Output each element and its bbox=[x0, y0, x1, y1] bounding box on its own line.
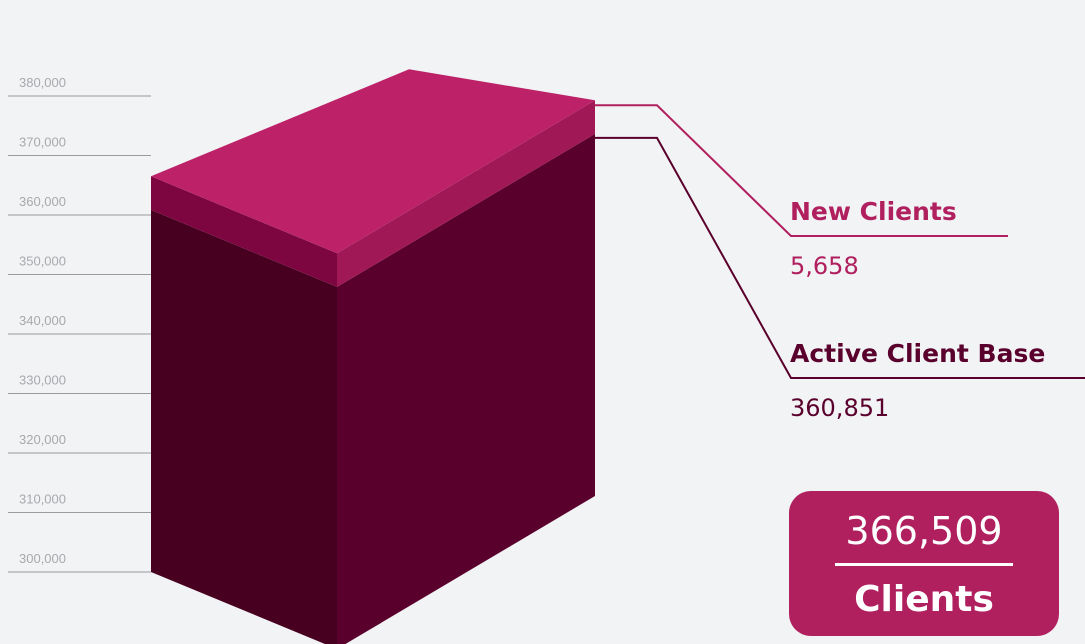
y-tick-label: 370,000 bbox=[19, 135, 66, 150]
series-labels: New Clients 5,658 Active Client Base 360… bbox=[595, 104, 1085, 422]
new-clients-value: 5,658 bbox=[790, 252, 859, 280]
new-clients-right-face bbox=[337, 100, 595, 287]
new-clients-left-face bbox=[151, 176, 337, 287]
total-clients-value: 366,509 bbox=[845, 509, 1003, 553]
new-clients-leader-line bbox=[595, 104, 1008, 237]
y-axis: 300,000 310,000 320,000 330,000 340,000 350,0… bbox=[8, 75, 151, 573]
new-clients-top-face bbox=[151, 69, 595, 254]
y-tick-label: 300,000 bbox=[19, 551, 66, 566]
active-client-base-left-face bbox=[151, 209, 337, 644]
active-client-base-value: 360,851 bbox=[790, 394, 889, 422]
total-clients-unit: Clients bbox=[854, 579, 994, 620]
y-tick-label: 360,000 bbox=[19, 194, 66, 209]
y-tick-label: 320,000 bbox=[19, 432, 66, 447]
y-tick-label: 330,000 bbox=[19, 373, 66, 388]
total-divider bbox=[835, 563, 1013, 566]
new-clients-label: New Clients bbox=[790, 197, 957, 226]
y-tick-label: 380,000 bbox=[19, 75, 66, 90]
active-client-base-label: Active Client Base bbox=[790, 339, 1045, 368]
stacked-3d-bar bbox=[151, 69, 595, 644]
y-tick-label: 310,000 bbox=[19, 492, 66, 507]
total-clients-badge: 366,509 Clients bbox=[789, 491, 1059, 636]
y-tick-label: 340,000 bbox=[19, 313, 66, 328]
active-client-base-right-face bbox=[337, 133, 595, 644]
active-client-base-leader-line bbox=[595, 136, 1085, 379]
y-tick-label: 350,000 bbox=[19, 254, 66, 269]
